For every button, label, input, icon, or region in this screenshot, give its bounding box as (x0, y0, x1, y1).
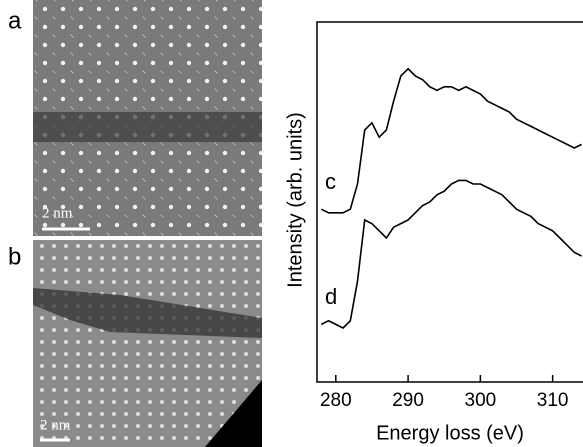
spectrum-line (321, 180, 581, 328)
x-tick-label: 310 (537, 390, 569, 411)
image-a (33, 0, 262, 236)
x-tick-label: 300 (465, 390, 497, 411)
x-tick-label: 280 (320, 390, 352, 411)
x-tick-label: 290 (392, 390, 424, 411)
series-label: c (325, 169, 336, 194)
panel-label: a (8, 7, 22, 34)
spectrum-line (321, 69, 581, 213)
page: {"images": [{"label": "a", "scale_label"… (0, 0, 583, 447)
series-label: d (325, 284, 337, 309)
x-axis-label: Energy loss (eV) (376, 422, 524, 444)
panel-label: b (8, 243, 21, 270)
scale-label: 2 nm (40, 417, 71, 433)
scale-label: 2 nm (42, 205, 73, 221)
plot (317, 22, 583, 382)
y-axis-label: Intensity (arb. units) (284, 112, 306, 288)
figure: a b 2 nm 2 nm Energy loss (eV) Intensity… (0, 0, 583, 447)
plot-frame (317, 22, 583, 382)
image-b (33, 240, 262, 447)
